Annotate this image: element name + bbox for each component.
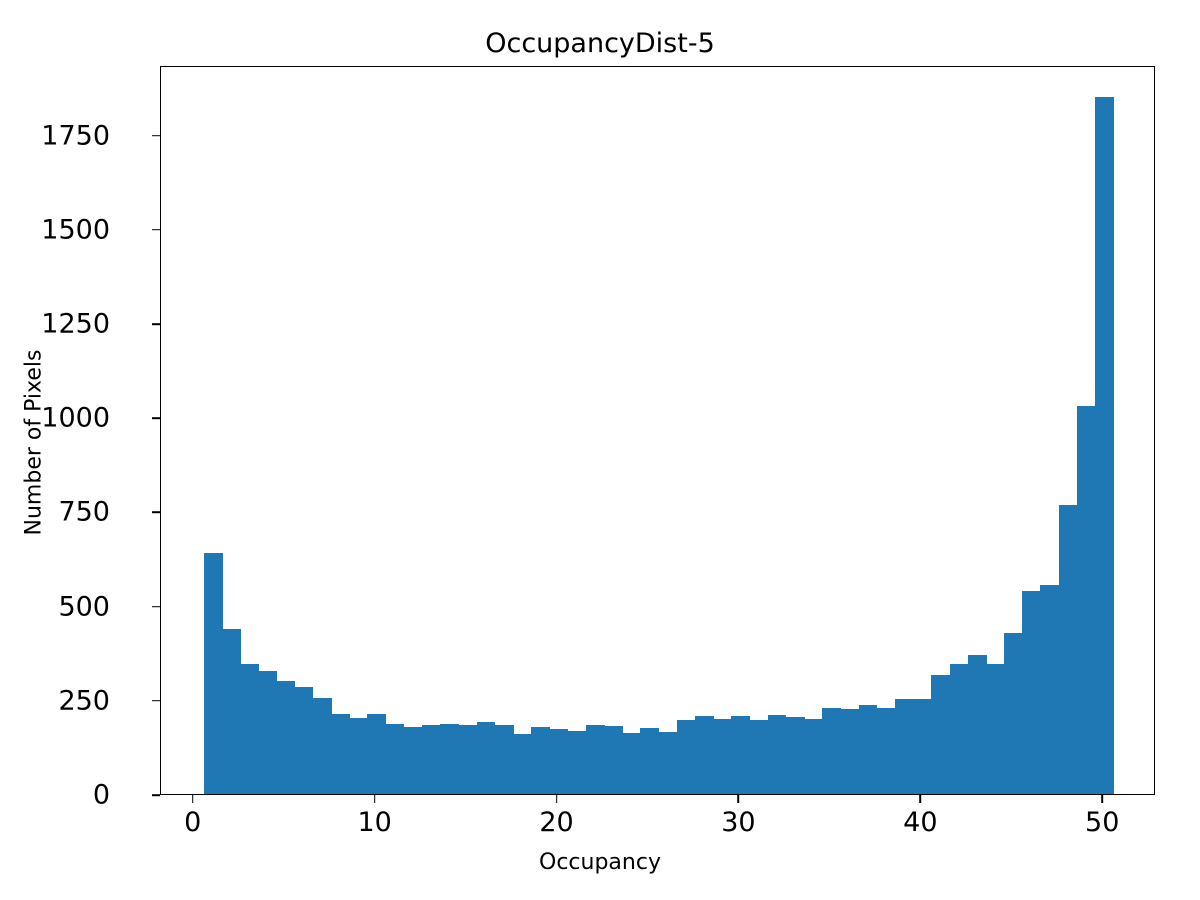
- x-axis: 0 10 20 30 40 50 Occupancy: [0, 795, 1200, 900]
- y-tick-label: 1500: [41, 214, 110, 246]
- histogram-bar: [385, 723, 405, 794]
- histogram-bar: [1004, 632, 1023, 794]
- histogram-bar: [822, 707, 841, 794]
- x-tick-label: 20: [539, 807, 574, 838]
- histogram-bar: [549, 729, 569, 794]
- histogram-bar: [985, 664, 1005, 794]
- histogram-bar: [312, 697, 332, 794]
- histogram-bar: [585, 725, 605, 794]
- histogram-bar: [494, 725, 514, 794]
- histogram-bar: [221, 629, 241, 794]
- y-tick-mark: [152, 511, 160, 514]
- histogram-bar: [931, 674, 951, 794]
- y-tick-label: 0: [92, 779, 110, 811]
- histogram-bar: [1022, 590, 1042, 794]
- histogram-bar: [276, 680, 296, 794]
- histogram-bar: [1095, 97, 1114, 794]
- histogram-bar: [694, 716, 714, 794]
- y-tick-mark: [152, 794, 160, 796]
- histogram-bar: [785, 716, 805, 794]
- histogram-bar: [1058, 505, 1078, 794]
- histogram-bar: [658, 731, 678, 794]
- y-tick-label: 1750: [41, 120, 110, 152]
- histogram-bar: [458, 725, 478, 794]
- histogram-bar: [876, 708, 896, 794]
- x-tick-label: 30: [721, 807, 756, 838]
- y-tick-mark: [152, 700, 160, 702]
- histogram-bar: [804, 718, 823, 794]
- x-tick-label: 50: [1085, 807, 1120, 838]
- histogram-bar: [749, 720, 769, 794]
- histogram-bar: [294, 687, 314, 794]
- histogram-bar: [331, 714, 350, 794]
- histogram-bar: [403, 727, 423, 794]
- y-tick-label: 1250: [41, 308, 110, 340]
- x-tick-label: 0: [184, 807, 202, 838]
- y-tick-mark: [152, 323, 160, 325]
- histogram-bar: [840, 708, 860, 794]
- y-tick-mark: [152, 134, 160, 137]
- x-tick-mark: [737, 795, 740, 803]
- histogram-bar: [603, 726, 623, 794]
- x-tick-mark: [1101, 795, 1104, 803]
- y-tick-label: 500: [58, 591, 110, 623]
- x-tick-label: 10: [357, 807, 392, 838]
- histogram-bar: [422, 724, 441, 794]
- histogram-bar: [713, 718, 732, 794]
- histogram-bar: [731, 715, 751, 794]
- y-tick-label: 1000: [41, 402, 110, 434]
- x-tick-label: 40: [903, 807, 938, 838]
- y-tick-label: 750: [58, 496, 110, 528]
- histogram-bar: [240, 664, 259, 794]
- histogram-bar: [349, 717, 369, 794]
- y-tick-mark: [152, 229, 160, 231]
- histogram-bar: [967, 654, 987, 794]
- x-axis-label: Occupancy: [539, 850, 661, 875]
- y-tick-mark: [152, 605, 160, 608]
- chart-title: OccupancyDist-5: [485, 28, 715, 59]
- histogram-bar: [203, 552, 223, 794]
- histogram-bar: [949, 664, 969, 794]
- histogram-bar: [476, 722, 496, 794]
- histogram-bar: [640, 727, 660, 794]
- histogram-bar: [676, 720, 696, 794]
- histogram-bar: [913, 699, 932, 794]
- histogram-bar: [567, 730, 587, 794]
- y-tick-mark: [152, 417, 160, 420]
- histogram-bar: [1040, 584, 1060, 794]
- histogram-bar: [258, 671, 278, 794]
- histogram-bar: [622, 732, 641, 794]
- histogram-bar: [894, 699, 914, 794]
- y-axis: Number of Pixels 0 250 500 750 1000 1250 1500 1…: [0, 0, 160, 900]
- x-tick-mark: [373, 795, 376, 803]
- histogram-bar: [367, 714, 387, 794]
- histogram-bars: [161, 67, 1154, 794]
- histogram-bar: [512, 734, 532, 794]
- histogram-bar: [858, 704, 878, 794]
- x-tick-mark: [191, 795, 194, 803]
- plot-area: [160, 66, 1155, 795]
- x-tick-mark: [555, 795, 558, 803]
- histogram-bar: [440, 724, 459, 794]
- histogram-bar: [767, 714, 787, 794]
- x-tick-mark: [919, 795, 922, 803]
- histogram-bar: [531, 726, 550, 794]
- y-tick-label: 250: [58, 685, 110, 717]
- histogram-bar: [1076, 405, 1096, 794]
